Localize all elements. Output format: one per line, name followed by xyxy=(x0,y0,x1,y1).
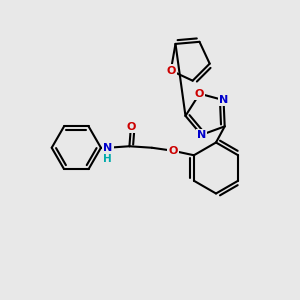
Text: O: O xyxy=(126,122,136,132)
Text: N: N xyxy=(219,95,228,105)
Text: N: N xyxy=(197,130,206,140)
Text: O: O xyxy=(166,65,176,76)
Text: H: H xyxy=(103,154,112,164)
Text: O: O xyxy=(168,146,178,156)
Text: N: N xyxy=(103,143,112,153)
Text: O: O xyxy=(195,89,204,99)
